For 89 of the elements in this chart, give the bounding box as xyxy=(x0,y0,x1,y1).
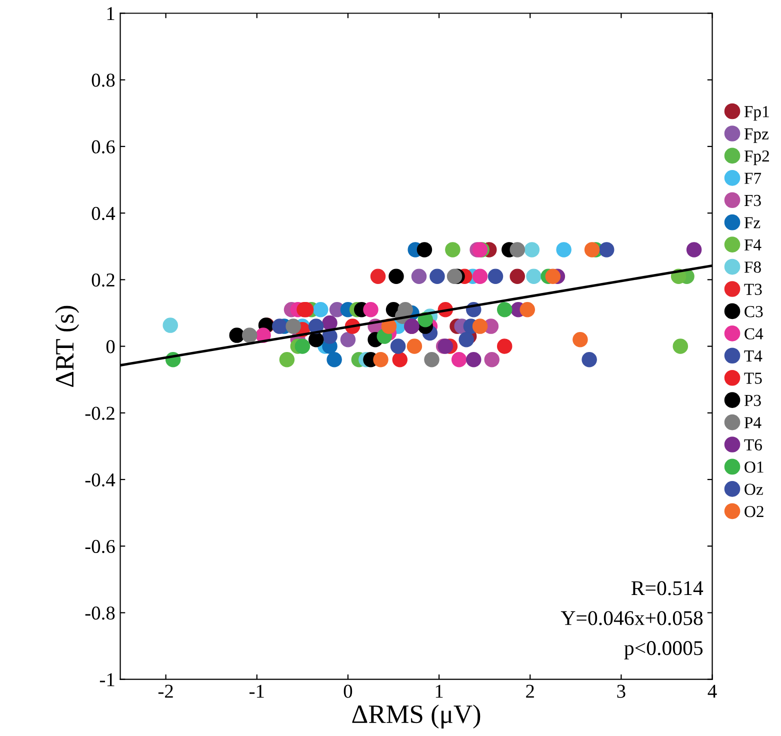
point xyxy=(472,268,488,284)
point xyxy=(279,352,295,368)
y-tick-label: 0.4 xyxy=(92,206,116,220)
x-tick-label: 4 xyxy=(708,684,717,698)
point xyxy=(446,268,462,284)
x-axis-title: ΔRMS (μV) xyxy=(352,704,480,729)
point xyxy=(466,352,482,368)
y-tick-label: 0.2 xyxy=(92,273,114,287)
point xyxy=(162,318,178,333)
point xyxy=(582,352,597,368)
point xyxy=(392,352,408,368)
point xyxy=(272,318,288,334)
point xyxy=(686,242,702,258)
y-tick-label: 1 xyxy=(107,7,114,20)
legend-label: O2 xyxy=(744,506,764,518)
legend-label: F4 xyxy=(744,239,762,250)
point xyxy=(510,242,525,258)
point xyxy=(363,302,378,318)
point xyxy=(496,302,512,318)
point xyxy=(390,338,406,354)
point xyxy=(416,242,432,258)
legend-label: C3 xyxy=(744,306,763,318)
annotation: Y=0.046x+0.058 xyxy=(560,611,703,626)
y-tick-label: -0.2 xyxy=(85,406,114,420)
y-tick-label: 0.6 xyxy=(92,140,115,154)
point xyxy=(496,338,512,354)
point xyxy=(294,338,310,354)
annotation: R=0.514 xyxy=(631,581,704,596)
annotation: p<0.0005 xyxy=(624,641,703,660)
point xyxy=(451,352,467,368)
point xyxy=(598,242,614,258)
y-tick-label: -0.6 xyxy=(85,540,115,554)
point xyxy=(430,268,445,284)
y-axis-title: ΔRT (s) xyxy=(55,306,80,387)
legend-label: P3 xyxy=(744,394,761,406)
point xyxy=(556,242,572,258)
point xyxy=(326,352,342,368)
point xyxy=(370,268,386,284)
legend-label: O1 xyxy=(744,462,764,473)
legend-label: T6 xyxy=(744,439,762,451)
point xyxy=(484,352,500,368)
x-tick-label: 0 xyxy=(344,684,352,698)
point xyxy=(340,332,356,348)
x-tick-label: 1 xyxy=(436,684,443,698)
legend-label: Fp2 xyxy=(744,150,769,166)
legend-label: P4 xyxy=(744,417,762,428)
point xyxy=(229,328,244,343)
point xyxy=(572,332,588,348)
point xyxy=(388,268,404,284)
y-tick-label: 0 xyxy=(106,340,115,354)
legend-label: T5 xyxy=(744,372,762,384)
legend-label: T4 xyxy=(744,350,762,362)
point xyxy=(445,242,460,258)
y-tick-label: -1 xyxy=(100,673,114,686)
point xyxy=(520,302,536,318)
x-tick-label: -1 xyxy=(250,684,264,698)
point xyxy=(424,352,440,368)
point xyxy=(672,338,688,354)
y-tick-label: -0.8 xyxy=(85,606,115,620)
point xyxy=(406,338,422,354)
legend-label: Oz xyxy=(744,484,763,495)
point xyxy=(526,268,542,284)
point xyxy=(524,242,540,258)
y-tick-label: -0.4 xyxy=(85,473,116,487)
y-tick-label: 0.8 xyxy=(92,74,115,87)
x-tick-label: 3 xyxy=(617,684,626,698)
point xyxy=(308,332,324,348)
point xyxy=(472,318,488,334)
point xyxy=(584,242,600,258)
legend-label: F3 xyxy=(744,194,761,206)
point xyxy=(411,268,427,284)
legend-label: F8 xyxy=(744,262,761,273)
legend-label: T3 xyxy=(744,284,762,295)
point xyxy=(545,268,561,284)
point xyxy=(313,302,328,318)
point xyxy=(242,328,258,343)
point xyxy=(373,352,388,368)
point xyxy=(488,268,504,284)
point xyxy=(286,318,301,334)
x-tick-label: 2 xyxy=(526,684,534,698)
point xyxy=(458,332,474,348)
legend-label: Fpz xyxy=(744,128,768,143)
legend-label: C4 xyxy=(744,328,764,340)
legend-label: Fz xyxy=(744,217,760,228)
x-tick-label: -2 xyxy=(158,684,173,698)
legend-label: F7 xyxy=(744,172,762,184)
point xyxy=(510,268,525,284)
point xyxy=(322,315,338,331)
legend-label: Fp1 xyxy=(744,106,769,121)
